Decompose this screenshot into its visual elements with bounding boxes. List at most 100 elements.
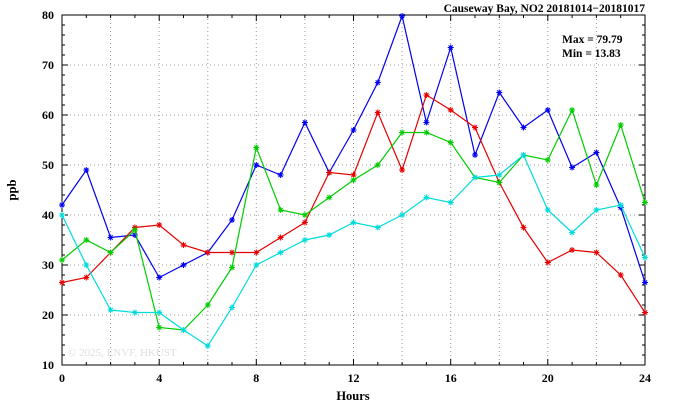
data-point-marker bbox=[131, 232, 138, 238]
chart-title: Causeway Bay, NO2 20181014−20181017 bbox=[444, 3, 646, 15]
data-point-marker bbox=[107, 234, 114, 241]
data-point-marker bbox=[350, 219, 357, 226]
data-point-marker bbox=[83, 274, 90, 281]
x-tick-label: 8 bbox=[253, 371, 259, 385]
data-point-marker bbox=[301, 119, 308, 126]
data-point-marker bbox=[544, 207, 551, 213]
y-tick-label: 30 bbox=[42, 258, 54, 272]
min-annotation: Min = 13.83 bbox=[562, 48, 621, 60]
data-point-marker bbox=[423, 129, 430, 136]
data-point-marker bbox=[253, 144, 260, 151]
data-point-marker bbox=[593, 149, 600, 156]
data-point-marker bbox=[350, 127, 357, 133]
data-point-marker bbox=[593, 207, 600, 213]
x-tick-label: 12 bbox=[348, 371, 360, 385]
data-point-marker bbox=[156, 274, 163, 281]
series-line-green bbox=[59, 107, 648, 333]
y-tick-label: 40 bbox=[42, 208, 54, 222]
data-point-marker bbox=[399, 167, 406, 173]
data-point-marker bbox=[593, 249, 600, 256]
watermark: © 2025, ENVF, HKUST bbox=[68, 347, 177, 359]
data-point-marker bbox=[374, 79, 381, 86]
data-point-marker bbox=[277, 172, 284, 178]
data-point-marker bbox=[593, 182, 600, 188]
data-point-marker bbox=[59, 202, 65, 208]
max-annotation: Max = 79.79 bbox=[562, 34, 623, 46]
data-point-marker bbox=[423, 194, 430, 201]
data-point-marker bbox=[229, 304, 235, 311]
data-point-marker bbox=[544, 107, 551, 113]
data-point-marker bbox=[83, 237, 90, 243]
data-point-marker bbox=[520, 124, 527, 131]
data-point-marker bbox=[156, 222, 163, 228]
data-point-marker bbox=[301, 237, 308, 243]
series-line-red bbox=[59, 92, 648, 316]
data-point-marker bbox=[326, 194, 333, 201]
x-tick-label: 24 bbox=[639, 371, 651, 385]
x-tick-label: 20 bbox=[542, 371, 554, 385]
data-point-marker bbox=[569, 164, 576, 171]
data-point-marker bbox=[544, 157, 551, 163]
data-point-marker bbox=[496, 172, 503, 178]
data-point-marker bbox=[617, 272, 624, 278]
data-point-marker bbox=[496, 179, 503, 186]
y-tick-label: 10 bbox=[42, 358, 54, 372]
data-point-marker bbox=[544, 259, 551, 266]
data-point-marker bbox=[326, 169, 333, 176]
data-point-marker bbox=[642, 309, 648, 316]
data-point-marker bbox=[399, 13, 406, 19]
data-point-marker bbox=[642, 199, 648, 206]
x-tick-label: 4 bbox=[156, 371, 162, 385]
data-point-marker bbox=[204, 342, 211, 349]
data-point-marker bbox=[253, 162, 260, 168]
data-point-marker bbox=[83, 167, 90, 173]
data-point-marker bbox=[447, 107, 454, 113]
data-point-marker bbox=[229, 264, 235, 271]
data-point-marker bbox=[229, 249, 235, 256]
data-point-marker bbox=[374, 224, 381, 231]
data-point-marker bbox=[399, 212, 406, 218]
x-axis-label: Hours bbox=[336, 389, 369, 403]
data-point-marker bbox=[642, 254, 648, 261]
data-point-marker bbox=[156, 324, 163, 331]
data-point-marker bbox=[131, 227, 138, 233]
data-point-marker bbox=[520, 152, 527, 158]
data-point-marker bbox=[83, 262, 90, 268]
data-point-marker bbox=[569, 107, 576, 113]
data-point-marker bbox=[520, 224, 527, 231]
data-point-marker bbox=[107, 249, 114, 256]
data-point-marker bbox=[277, 249, 284, 256]
tick-labels: 0 4 8 12 16 20 24 10 20 30 40 50 60 70 80 bbox=[42, 8, 651, 385]
y-tick-label: 60 bbox=[42, 108, 54, 122]
x-tick-label: 16 bbox=[445, 371, 457, 385]
data-point-marker bbox=[569, 247, 576, 253]
data-point-marker bbox=[472, 174, 478, 181]
data-point-marker bbox=[399, 129, 406, 136]
data-point-marker bbox=[617, 122, 624, 128]
data-point-marker bbox=[277, 207, 284, 213]
y-tick-label: 20 bbox=[42, 308, 54, 322]
data-point-marker bbox=[253, 262, 260, 268]
data-point-marker bbox=[569, 229, 576, 236]
data-point-marker bbox=[156, 309, 163, 316]
data-point-marker bbox=[326, 232, 333, 238]
data-point-marker bbox=[617, 202, 624, 208]
data-point-marker bbox=[350, 172, 357, 178]
data-point-marker bbox=[204, 249, 211, 256]
y-tick-label: 50 bbox=[42, 158, 54, 172]
data-point-marker bbox=[374, 109, 381, 116]
data-point-marker bbox=[131, 309, 138, 316]
x-tick-label: 0 bbox=[59, 371, 65, 385]
data-point-marker bbox=[472, 152, 478, 158]
y-tick-label: 70 bbox=[42, 58, 54, 72]
data-point-marker bbox=[107, 307, 114, 313]
data-point-marker bbox=[180, 262, 187, 268]
data-point-marker bbox=[374, 162, 381, 168]
data-point-marker bbox=[180, 327, 187, 333]
data-point-marker bbox=[59, 279, 65, 286]
data-point-marker bbox=[642, 279, 648, 286]
data-point-marker bbox=[59, 212, 65, 218]
data-point-marker bbox=[301, 219, 308, 226]
